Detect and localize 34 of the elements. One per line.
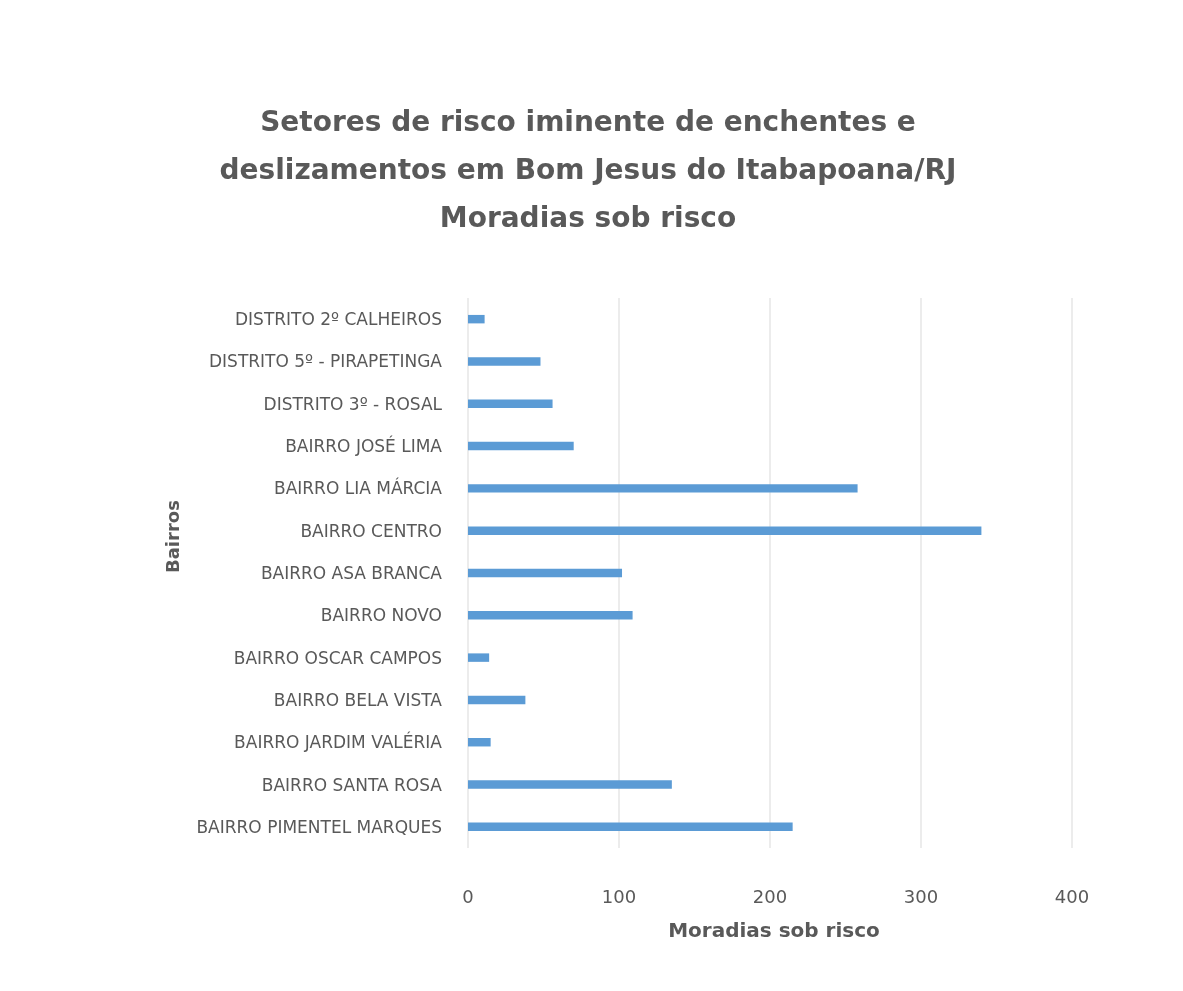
x-tick-label: 200 <box>752 885 788 907</box>
y-tick-label: BAIRRO SANTA ROSA <box>261 774 443 795</box>
y-tick-label: BAIRRO NOVO <box>320 605 442 626</box>
y-tick-label: BAIRRO OSCAR CAMPOS <box>233 647 442 668</box>
x-tick-label: 400 <box>1054 885 1090 907</box>
bar <box>468 738 491 747</box>
bar <box>468 653 490 662</box>
bar <box>468 357 541 366</box>
y-tick-label: DISTRITO 2º CALHEIROS <box>235 309 442 330</box>
bar <box>468 526 982 535</box>
x-tick-label: 0 <box>462 885 474 907</box>
y-tick-label: BAIRRO PIMENTEL MARQUES <box>196 816 442 837</box>
bar <box>468 695 526 705</box>
y-tick-label: BAIRRO LIA MÁRCIA <box>273 477 443 499</box>
y-tick-label: BAIRRO ASA BRANCA <box>260 563 443 584</box>
bar <box>468 484 858 493</box>
y-tick-label: DISTRITO 3º - ROSAL <box>263 393 443 414</box>
x-tick-label: 100 <box>601 885 637 907</box>
y-tick-label: BAIRRO CENTRO <box>300 520 442 541</box>
bar <box>468 780 672 789</box>
x-tick-label: 300 <box>903 885 939 907</box>
bar <box>468 441 574 451</box>
y-tick-label: BAIRRO JOSÉ LIMA <box>285 435 443 457</box>
bar <box>468 611 633 620</box>
bar <box>468 399 553 408</box>
y-tick-label: DISTRITO 5º - PIRAPETINGA <box>209 351 443 372</box>
y-tick-label: BAIRRO BELA VISTA <box>273 689 443 710</box>
bar <box>468 822 793 832</box>
x-axis-title: Moradias sob risco <box>667 918 881 942</box>
bar <box>468 314 485 324</box>
bar <box>468 568 623 578</box>
y-tick-label: BAIRRO JARDIM VALÉRIA <box>234 731 443 753</box>
y-axis-title: Bairros <box>162 500 184 573</box>
chart-title: Setores de risco iminente de enchentes e deslizamentos em Bom Jesus do Itabapoana/RJ Moradias sob risco <box>218 104 958 236</box>
